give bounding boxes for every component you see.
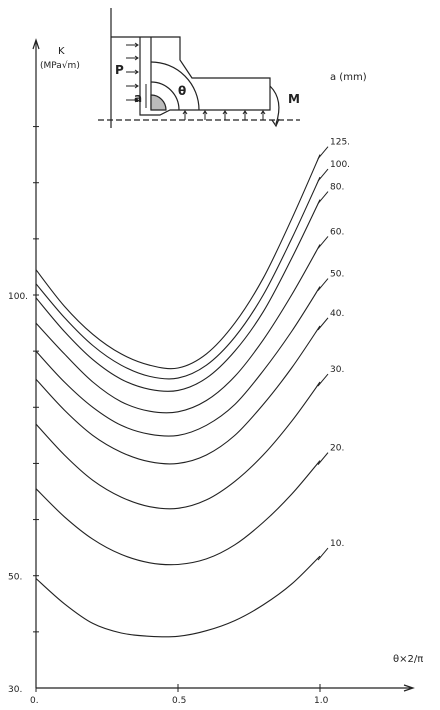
inset-label-p: P — [115, 63, 124, 77]
moment-arrow — [269, 85, 280, 125]
y-axis-arrow — [32, 38, 40, 50]
series-label-20: 20. — [330, 444, 344, 454]
x-axis-label: θ×2/π — [393, 654, 423, 665]
inset-label-m: M — [288, 92, 300, 106]
moment-arrowhead — [271, 118, 280, 128]
series-leader-30 — [317, 373, 329, 387]
series-leader-20 — [317, 452, 329, 465]
series-label-60: 60. — [330, 227, 344, 237]
labels: K (MPa√m) θ×2/π a (mm) 30. 50. 100. 0. 0.5 1.… — [8, 46, 423, 706]
series-leader-10 — [317, 547, 329, 561]
series-line-60 — [35, 244, 321, 414]
series-leader-100 — [317, 168, 329, 182]
series-leader-40 — [317, 317, 329, 331]
series-line-100 — [35, 176, 321, 380]
x-axis-arrow — [403, 684, 415, 692]
series-label-100: 100. — [330, 160, 350, 170]
y-axis-label: K — [58, 46, 65, 57]
curves — [35, 146, 329, 638]
series-line-50 — [35, 286, 321, 437]
x-tick-label: 0.5 — [172, 696, 186, 705]
outer-arc — [150, 61, 200, 111]
specimen-schematic — [98, 8, 300, 128]
pressure-arrows-bottom — [182, 110, 266, 120]
series-label-80: 80. — [330, 183, 344, 193]
series-label-40: 40. — [330, 309, 344, 319]
series-label-50: 50. — [330, 270, 344, 280]
y-tick-label: 100. — [8, 292, 28, 302]
pressure-arrows-left — [126, 42, 139, 103]
series-label-30: 30. — [330, 365, 344, 375]
series-line-125 — [35, 154, 321, 370]
series-leader-80 — [317, 191, 329, 204]
x-tick-label: 0. — [30, 696, 39, 705]
legend-title: a (mm) — [330, 72, 367, 83]
series-line-20 — [35, 460, 321, 566]
inset-labels: P a θ M — [115, 63, 300, 106]
crack-quarter-circle — [150, 81, 180, 111]
part-outline — [111, 36, 271, 116]
series-line-40 — [35, 325, 321, 465]
y-tick-label: 50. — [8, 573, 22, 583]
axes — [32, 38, 415, 692]
crack-hatched-region — [150, 94, 167, 111]
y-tick-label: 30. — [8, 685, 22, 695]
y-axis-unit: (MPa√m) — [40, 60, 80, 71]
series-line-30 — [35, 381, 321, 510]
series-label-125: 125. — [330, 138, 350, 148]
series-leader-50 — [317, 278, 329, 291]
series-line-10 — [35, 555, 321, 638]
inset-label-a: a — [134, 91, 142, 105]
series-label-10: 10. — [330, 539, 344, 549]
series-leader-60 — [317, 236, 329, 249]
x-tick-label: 1.0 — [314, 696, 329, 705]
series-leader-125 — [317, 146, 329, 159]
series-line-80 — [35, 199, 321, 392]
inset-label-theta: θ — [178, 84, 186, 98]
